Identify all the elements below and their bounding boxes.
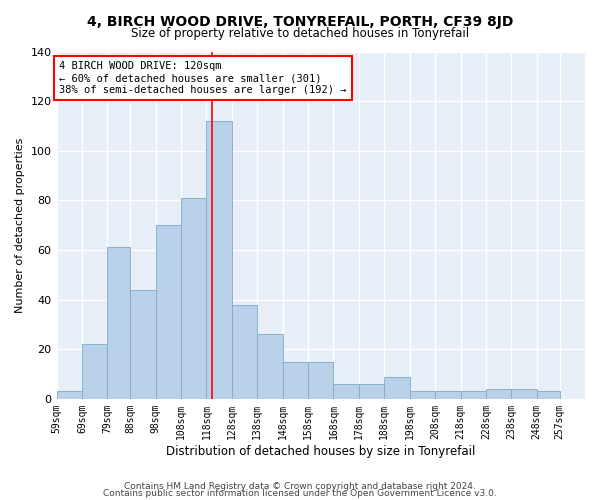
Bar — [107, 248, 130, 399]
Text: Contains public sector information licensed under the Open Government Licence v3: Contains public sector information licen… — [103, 489, 497, 498]
Text: Contains HM Land Registry data © Crown copyright and database right 2024.: Contains HM Land Registry data © Crown c… — [124, 482, 476, 491]
Bar — [56, 392, 82, 399]
Bar — [82, 344, 107, 399]
Bar — [257, 334, 283, 399]
Bar — [537, 392, 560, 399]
Bar — [384, 376, 410, 399]
Text: 4 BIRCH WOOD DRIVE: 120sqm
← 60% of detached houses are smaller (301)
38% of sem: 4 BIRCH WOOD DRIVE: 120sqm ← 60% of deta… — [59, 62, 347, 94]
Bar — [308, 362, 334, 399]
Bar — [511, 389, 537, 399]
Bar — [410, 392, 435, 399]
Text: Size of property relative to detached houses in Tonyrefail: Size of property relative to detached ho… — [131, 28, 469, 40]
X-axis label: Distribution of detached houses by size in Tonyrefail: Distribution of detached houses by size … — [166, 444, 475, 458]
Bar — [130, 290, 155, 399]
Y-axis label: Number of detached properties: Number of detached properties — [15, 138, 25, 313]
Bar — [232, 304, 257, 399]
Bar — [486, 389, 511, 399]
Bar — [206, 121, 232, 399]
Bar — [181, 198, 206, 399]
Bar — [461, 392, 486, 399]
Bar — [359, 384, 384, 399]
Bar — [283, 362, 308, 399]
Text: 4, BIRCH WOOD DRIVE, TONYREFAIL, PORTH, CF39 8JD: 4, BIRCH WOOD DRIVE, TONYREFAIL, PORTH, … — [87, 15, 513, 29]
Bar — [155, 225, 181, 399]
Bar — [435, 392, 461, 399]
Bar — [334, 384, 359, 399]
